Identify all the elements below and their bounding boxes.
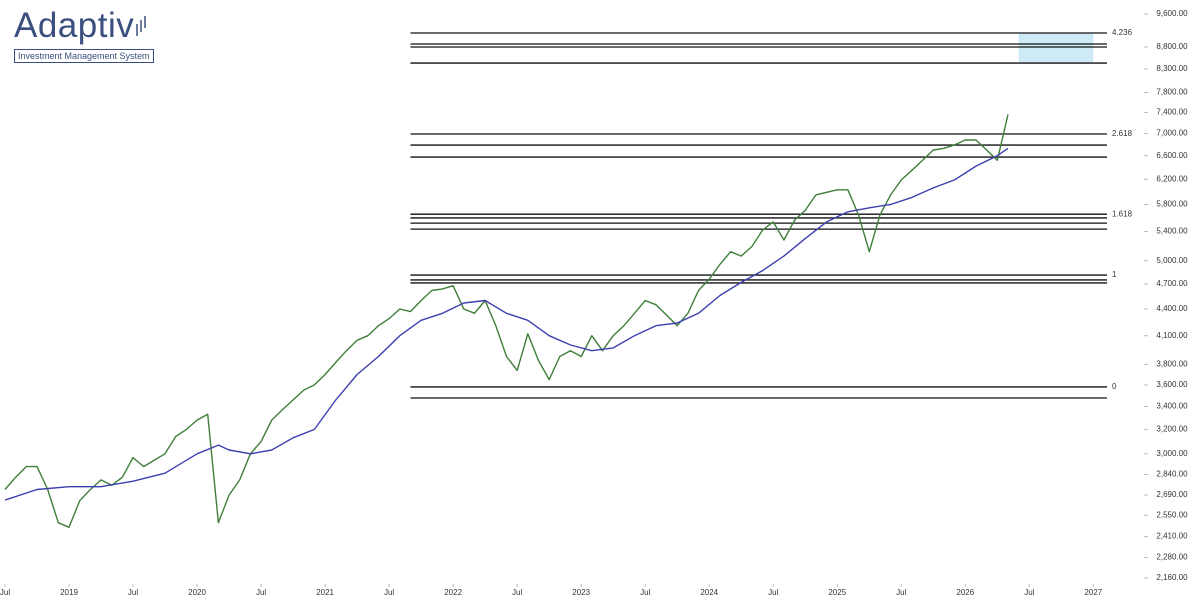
x-tick-label: Jul bbox=[0, 588, 10, 597]
x-tick-label: 2027 bbox=[1084, 588, 1102, 597]
level-label: 0 bbox=[1112, 382, 1117, 391]
x-tick-label: 2026 bbox=[956, 588, 974, 597]
y-tick-label: 2,160.00 bbox=[1156, 573, 1188, 582]
x-tick-label: 2019 bbox=[60, 588, 78, 597]
y-tick-label: 8,800.00 bbox=[1156, 42, 1188, 51]
x-tick-label: Jul bbox=[384, 588, 394, 597]
series-line bbox=[4, 147, 1009, 501]
logo-name: Adaptiv bbox=[14, 6, 135, 45]
y-tick-label: 2,690.00 bbox=[1156, 490, 1188, 499]
x-tick-label: 2024 bbox=[700, 588, 718, 597]
y-tick-label: 9,600.00 bbox=[1156, 9, 1188, 18]
logo-icon bbox=[136, 16, 146, 36]
x-tick-label: 2021 bbox=[316, 588, 334, 597]
x-tick-label: 2025 bbox=[828, 588, 846, 597]
y-tick-label: 2,840.00 bbox=[1156, 470, 1188, 479]
logo-row: Adaptiv bbox=[14, 6, 154, 46]
x-tick-label: Jul bbox=[512, 588, 522, 597]
y-tick-label: 3,800.00 bbox=[1156, 360, 1188, 369]
y-tick-label: 3,200.00 bbox=[1156, 424, 1188, 433]
y-tick-label: 2,410.00 bbox=[1156, 532, 1188, 541]
x-tick-label: Jul bbox=[640, 588, 650, 597]
y-tick-label: 4,400.00 bbox=[1156, 304, 1188, 313]
y-tick-label: 5,000.00 bbox=[1156, 256, 1188, 265]
y-tick-label: 7,400.00 bbox=[1156, 108, 1188, 117]
y-tick-label: 2,550.00 bbox=[1156, 510, 1188, 519]
y-tick-label: 2,280.00 bbox=[1156, 553, 1188, 562]
y-tick-label: 7,800.00 bbox=[1156, 88, 1188, 97]
level-label: 1.618 bbox=[1112, 209, 1133, 218]
y-tick-label: 6,600.00 bbox=[1156, 151, 1188, 160]
x-tick-label: 2020 bbox=[188, 588, 206, 597]
logo-tagline: Investment Management System bbox=[14, 49, 154, 63]
y-tick-label: 3,000.00 bbox=[1156, 449, 1188, 458]
x-tick-label: 2022 bbox=[444, 588, 462, 597]
level-label: 4.236 bbox=[1112, 28, 1133, 37]
x-tick-label: Jul bbox=[1024, 588, 1034, 597]
y-tick-label: 5,400.00 bbox=[1156, 227, 1188, 236]
logo: Adaptiv Investment Management System bbox=[14, 6, 154, 64]
level-label: 2.618 bbox=[1112, 129, 1133, 138]
y-tick-label: 3,400.00 bbox=[1156, 402, 1188, 411]
level-label: 1 bbox=[1112, 270, 1117, 279]
x-tick-label: Jul bbox=[768, 588, 778, 597]
series-line bbox=[4, 114, 1009, 528]
y-tick-label: 6,200.00 bbox=[1156, 174, 1188, 183]
x-tick-label: Jul bbox=[896, 588, 906, 597]
y-tick-label: 5,800.00 bbox=[1156, 200, 1188, 209]
y-tick-label: 4,100.00 bbox=[1156, 331, 1188, 340]
x-tick-label: Jul bbox=[256, 588, 266, 597]
y-tick-label: 7,000.00 bbox=[1156, 129, 1188, 138]
x-tick-label: 2023 bbox=[572, 588, 590, 597]
y-tick-label: 4,700.00 bbox=[1156, 279, 1188, 288]
y-tick-label: 8,300.00 bbox=[1156, 64, 1188, 73]
y-tick-label: 3,600.00 bbox=[1156, 380, 1188, 389]
x-tick-label: Jul bbox=[128, 588, 138, 597]
